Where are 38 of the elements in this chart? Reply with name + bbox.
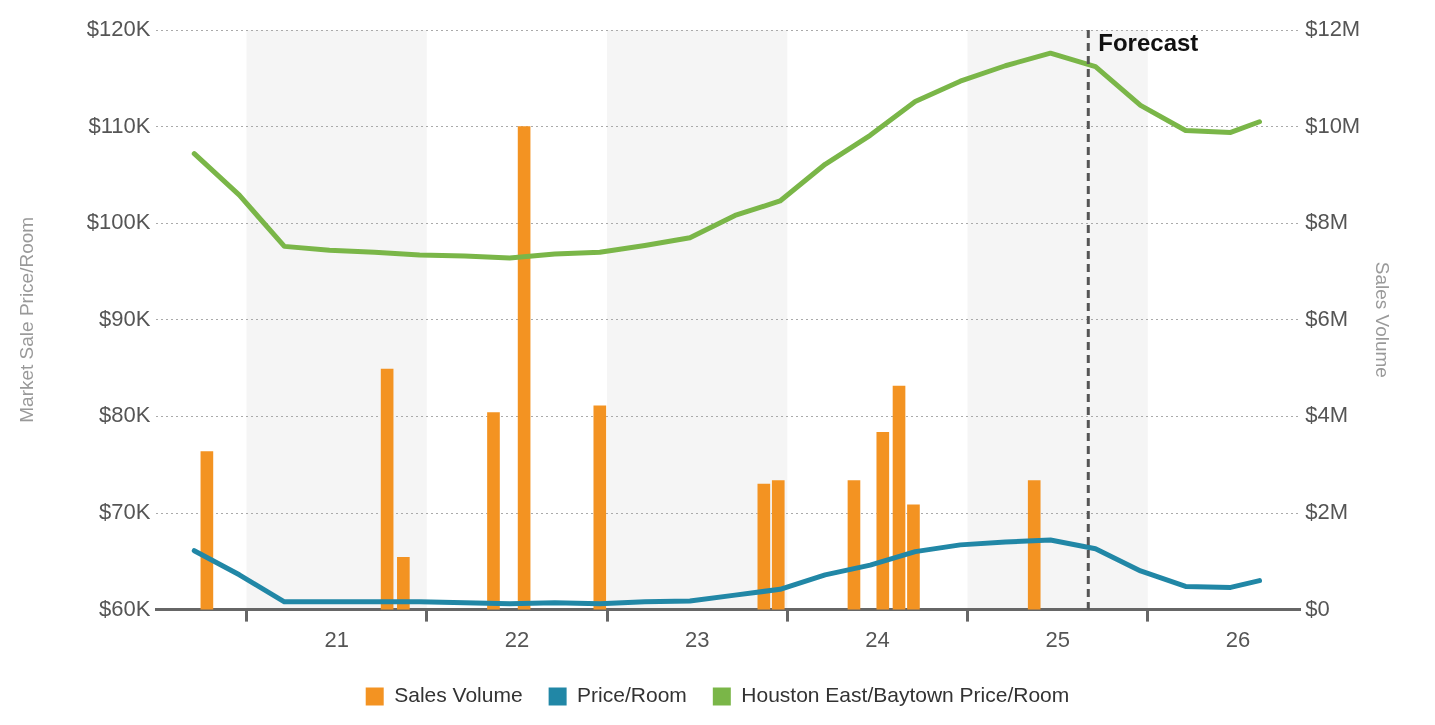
- y2-tick-label: $4M: [1305, 402, 1348, 428]
- bar: [487, 412, 500, 610]
- y-tick-label: $90K: [99, 305, 151, 331]
- bar: [200, 451, 214, 610]
- legend-label: Sales Volume: [394, 683, 523, 707]
- y2-tick-label: $12M: [1305, 16, 1361, 42]
- y2-tick-label: $2M: [1305, 499, 1348, 525]
- y2-tick-label: $10M: [1305, 112, 1361, 138]
- bar: [593, 405, 607, 610]
- legend-label: Price/Room: [577, 683, 687, 707]
- bar: [876, 432, 890, 610]
- y-tick-label: $60K: [99, 595, 151, 621]
- bar: [1027, 480, 1041, 610]
- x-tick-label: 23: [684, 626, 710, 652]
- y-tick-label: $110K: [88, 112, 151, 138]
- x-tick-label: 21: [324, 626, 349, 652]
- bar: [517, 126, 531, 610]
- y-tick-label: $70K: [99, 499, 151, 525]
- bar: [892, 385, 906, 610]
- y2-tick-label: $8M: [1305, 209, 1348, 235]
- bar: [380, 368, 394, 610]
- bar: [757, 483, 771, 610]
- y-tick-label: $80K: [99, 402, 151, 428]
- y-tick-label: $100K: [86, 209, 151, 235]
- x-tick-label: 24: [865, 626, 890, 652]
- bar: [771, 480, 785, 610]
- x-tick-label: 26: [1225, 626, 1251, 652]
- bar: [907, 504, 920, 610]
- x-tick-label: 22: [504, 626, 530, 652]
- y2-tick-label: $0: [1305, 595, 1330, 621]
- bar: [847, 480, 861, 610]
- y-tick-label: $120K: [86, 16, 151, 42]
- y2-axis-title: Sales Volume: [1372, 261, 1394, 378]
- y-axis-title: Market Sale Price/Room: [15, 216, 37, 423]
- x-tick-label: 25: [1045, 626, 1070, 652]
- ref-line-label: Forecast: [1098, 28, 1199, 56]
- legend-label: Houston East/Baytown Price/Room: [741, 683, 1070, 707]
- y2-tick-label: $6M: [1305, 305, 1348, 331]
